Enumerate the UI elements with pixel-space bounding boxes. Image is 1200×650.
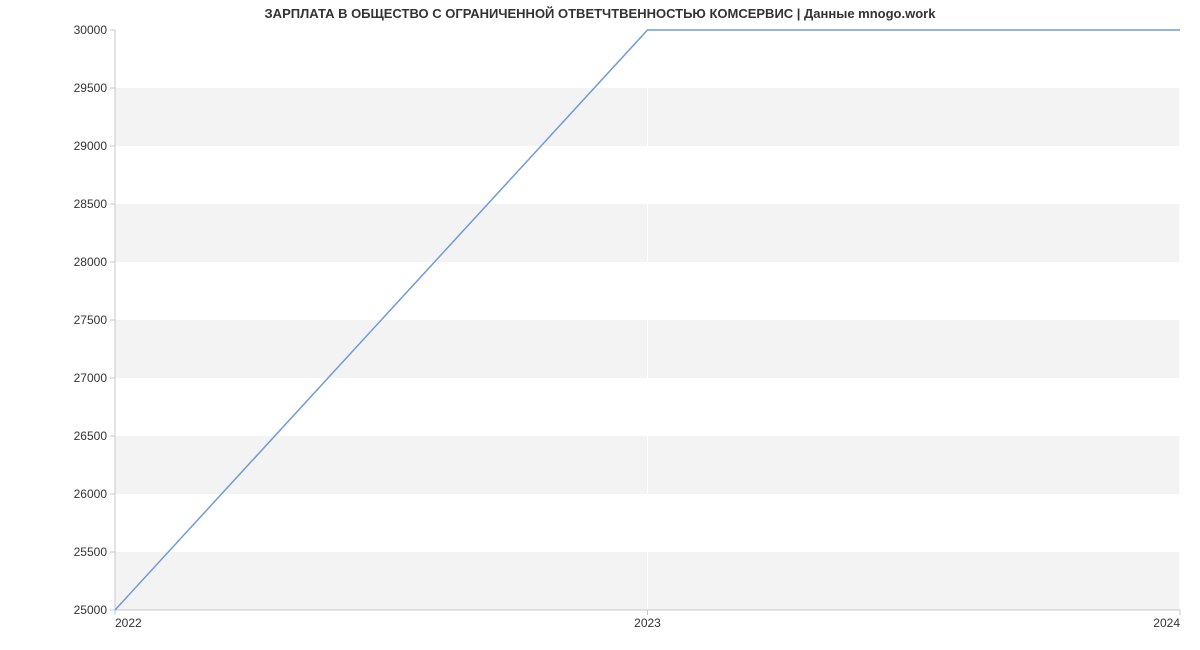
chart-title: ЗАРПЛАТА В ОБЩЕСТВО С ОГРАНИЧЕННОЙ ОТВЕТ… [0, 6, 1200, 21]
y-tick-label: 25000 [74, 603, 107, 617]
y-tick-label: 28500 [74, 197, 107, 211]
y-tick-label: 25500 [74, 545, 107, 559]
x-tick-label: 2024 [1153, 616, 1180, 630]
chart-svg [115, 30, 1180, 610]
y-tick-label: 27500 [74, 313, 107, 327]
y-tick-label: 29000 [74, 139, 107, 153]
y-tick-label: 26500 [74, 429, 107, 443]
y-tick-label: 26000 [74, 487, 107, 501]
y-tick-label: 27000 [74, 371, 107, 385]
x-tick-label: 2023 [634, 616, 661, 630]
y-tick-label: 29500 [74, 81, 107, 95]
salary-line-chart: ЗАРПЛАТА В ОБЩЕСТВО С ОГРАНИЧЕННОЙ ОТВЕТ… [0, 0, 1200, 650]
y-tick-label: 30000 [74, 23, 107, 37]
y-tick-label: 28000 [74, 255, 107, 269]
plot-area: 2500025500260002650027000275002800028500… [115, 30, 1180, 610]
x-tick-label: 2022 [115, 616, 142, 630]
